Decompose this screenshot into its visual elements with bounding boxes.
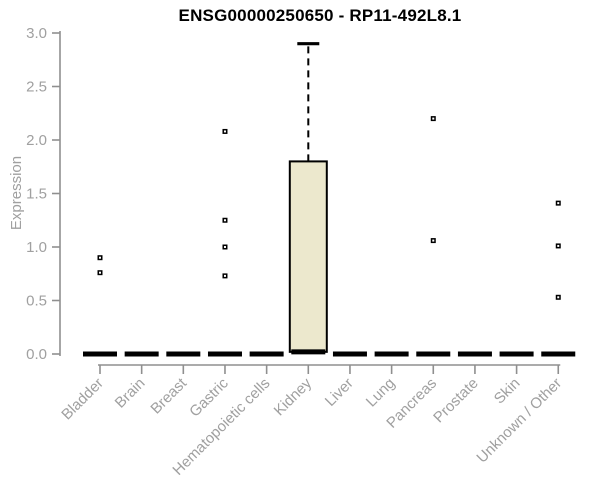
y-tick-label: 3.0 [26, 25, 47, 42]
median-bar [249, 351, 284, 357]
median-bar [83, 351, 117, 357]
median-bar [291, 349, 326, 355]
median-bar [332, 351, 367, 357]
category-label: Lung [363, 375, 399, 411]
y-tick-label: 0.5 [26, 293, 47, 310]
category-label: Liver [322, 375, 357, 410]
median-bar [124, 351, 159, 357]
category-label: Kidney [271, 374, 316, 419]
outlier-point-center [557, 202, 560, 205]
median-bar [457, 351, 492, 357]
y-tick-label: 0.0 [26, 346, 47, 363]
outlier-point-center [99, 271, 101, 274]
outlier-point-center [223, 219, 226, 222]
outlier-point-center [432, 239, 435, 242]
y-tick-label: 2.0 [26, 132, 47, 149]
chart-title: ENSG00000250650 - RP11-492L8.1 [178, 6, 462, 25]
y-tick-label: 1.5 [26, 186, 47, 203]
median-bar [374, 351, 409, 357]
median-bar [207, 351, 242, 357]
outlier-point-center [223, 246, 226, 248]
outlier-point-center [432, 117, 435, 120]
outlier-point-center [557, 296, 560, 299]
median-bar [541, 351, 576, 357]
median-bar [499, 351, 534, 357]
category-label: Bladder [58, 375, 107, 424]
median-bar [416, 351, 451, 357]
y-tick-label: 1.0 [26, 239, 47, 256]
outlier-point-center [557, 244, 560, 247]
outlier-point-center [99, 256, 101, 259]
category-label: Prostate [430, 375, 482, 427]
outlier-point-center [223, 130, 226, 133]
outlier-point-center [223, 274, 226, 277]
y-tick-label: 2.5 [26, 79, 47, 96]
category-label: Brain [112, 375, 149, 412]
median-bar [166, 351, 201, 357]
category-label: Skin [491, 375, 524, 408]
box [288, 160, 328, 353]
category-label: Breast [147, 374, 190, 417]
